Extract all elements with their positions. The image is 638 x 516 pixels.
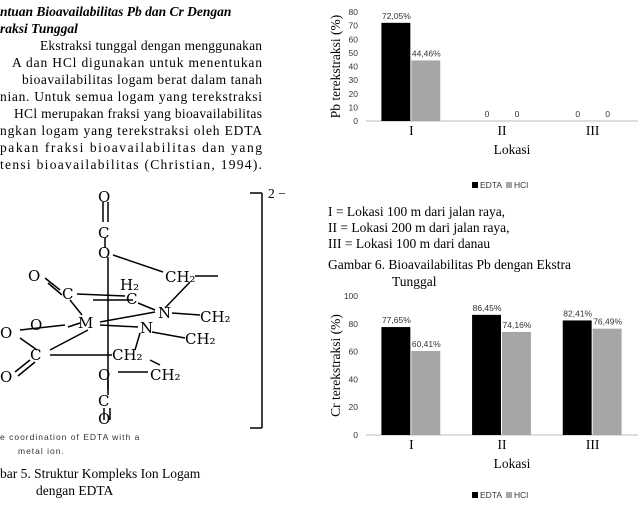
legend-label: EDTA xyxy=(480,490,502,500)
bar xyxy=(411,351,441,435)
figure-caption: bar 5. Struktur Kompleks Ion Logam xyxy=(0,466,201,481)
heading: raksi Tunggal xyxy=(0,21,78,36)
paragraph-line: bioavailabilitas logam berat dalam tanah xyxy=(22,72,262,87)
bar xyxy=(592,328,622,435)
atom: CH₂ xyxy=(150,366,181,384)
atom: O xyxy=(98,366,110,384)
value-label: 86,45% xyxy=(473,303,502,313)
paragraph-line: ngkan logam yang terekstraksi oleh EDTA xyxy=(0,123,262,138)
value-label: 76,49% xyxy=(593,317,622,327)
y-tick-label: 100 xyxy=(344,291,358,301)
paragraph-line: HCl merupakan fraksi yang bioavailabilit… xyxy=(14,106,262,121)
inset-caption: e coordination of EDTA with a xyxy=(0,432,140,442)
y-tick-label: 20 xyxy=(349,402,359,412)
x-axis-title: Lokasi xyxy=(494,456,531,471)
y-axis-title: Pb terekstraksi (%) xyxy=(328,15,343,118)
paragraph-line: tensi bioavailabilitas (Christian, 1994)… xyxy=(0,157,262,172)
atom: H₂ xyxy=(120,276,139,294)
figure-caption: Gambar 6. Bioavailabilitas Pb dengan Eks… xyxy=(328,257,571,272)
note: II = Lokasi 200 m dari jalan raya, xyxy=(328,220,510,235)
paragraph-line: A dan HCl digunakan untuk menentukan xyxy=(12,55,262,70)
x-tick-label: III xyxy=(586,123,600,138)
heading: ntuan Bioavailabilitas Pb dan Cr Dengan xyxy=(0,4,231,19)
atom: C xyxy=(30,346,41,364)
atom: O xyxy=(28,267,40,285)
figure-caption: Tunggal xyxy=(392,274,437,289)
atom: O xyxy=(98,188,110,206)
atom: CH₂ xyxy=(165,268,196,286)
paragraph-line: Ekstraksi tunggal dengan menggunakan xyxy=(40,38,262,53)
atom: N xyxy=(140,319,153,337)
atom: O xyxy=(0,368,12,386)
atom: C xyxy=(98,224,109,242)
y-tick-label: 0 xyxy=(353,116,358,126)
y-tick-label: 80 xyxy=(349,7,359,17)
value-label: 77,65% xyxy=(382,315,411,325)
paragraph-line: pakan fraksi bioavailabilitas dan yang xyxy=(0,140,262,155)
y-tick-label: 30 xyxy=(349,75,359,85)
y-tick-label: 60 xyxy=(349,34,359,44)
x-tick-label: II xyxy=(498,437,507,452)
y-tick-label: 10 xyxy=(349,102,359,112)
legend-label: HCl xyxy=(514,490,528,500)
x-tick-label: I xyxy=(409,123,414,138)
x-tick-label: I xyxy=(409,437,414,452)
y-tick-label: 20 xyxy=(349,89,359,99)
atom: O xyxy=(98,244,110,262)
bar xyxy=(472,314,501,435)
bar xyxy=(381,327,411,435)
y-tick-label: 60 xyxy=(349,347,359,357)
note: I = Lokasi 100 m dari jalan raya, xyxy=(328,204,505,219)
value-label: 60,41% xyxy=(412,339,441,349)
structure-bonds xyxy=(14,192,263,429)
atom: O xyxy=(30,316,42,334)
value-label: 82,41% xyxy=(563,308,592,318)
bar xyxy=(502,331,531,435)
y-tick-label: 70 xyxy=(349,21,359,31)
value-label: 0 xyxy=(515,109,520,119)
charge: 2 − xyxy=(268,186,286,201)
y-tick-label: 50 xyxy=(349,48,359,58)
legend-swatch xyxy=(506,492,512,498)
figure-caption: dengan EDTA xyxy=(36,483,114,498)
atom: O xyxy=(98,410,110,428)
atom: C xyxy=(62,285,73,303)
atom: C xyxy=(126,290,137,308)
atom: C xyxy=(98,392,109,410)
y-tick-label: 80 xyxy=(349,319,359,329)
value-label: 0 xyxy=(605,109,610,119)
atom: CH₂ xyxy=(185,330,216,348)
bar xyxy=(411,60,441,121)
legend-label: HCl xyxy=(514,180,528,190)
y-axis-title: Cr terekstraksi (%) xyxy=(328,314,343,417)
legend-swatch xyxy=(506,182,512,188)
value-label: 0 xyxy=(485,109,490,119)
bar xyxy=(381,22,411,121)
value-label: 74,16% xyxy=(503,320,532,330)
note: III = Lokasi 100 m dari danau xyxy=(328,236,490,251)
legend-swatch xyxy=(472,182,478,188)
value-label: 72,05% xyxy=(382,11,411,21)
x-axis-title: Lokasi xyxy=(494,142,531,157)
bar xyxy=(562,320,592,435)
legend-label: EDTA xyxy=(480,180,502,190)
y-tick-label: 40 xyxy=(349,62,359,72)
x-tick-label: II xyxy=(498,123,507,138)
atom: M xyxy=(78,314,93,332)
value-label: 0 xyxy=(575,109,580,119)
y-tick-label: 0 xyxy=(353,430,358,440)
atom: N xyxy=(158,304,171,322)
paragraph-line: nian. Untuk semua logam yang terekstraks… xyxy=(0,89,262,104)
atom: CH₂ xyxy=(200,308,231,326)
value-label: 44,46% xyxy=(412,48,441,58)
y-tick-label: 40 xyxy=(349,374,359,384)
legend-swatch xyxy=(472,492,478,498)
atom: CH₂ xyxy=(112,346,143,364)
atom: O xyxy=(0,324,12,342)
inset-caption: metal ion. xyxy=(18,446,65,456)
x-tick-label: III xyxy=(586,437,600,452)
